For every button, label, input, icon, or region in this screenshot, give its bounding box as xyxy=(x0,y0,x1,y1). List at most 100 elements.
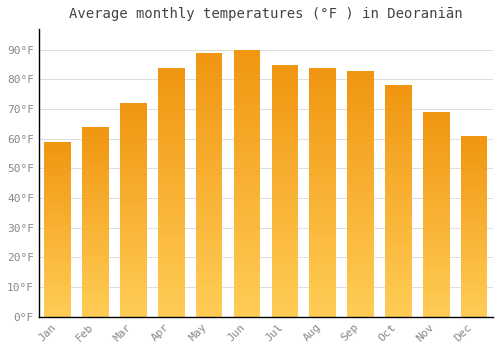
Bar xyxy=(385,296,411,300)
Bar xyxy=(348,252,374,255)
Bar xyxy=(234,237,260,240)
Bar xyxy=(196,284,222,287)
Bar xyxy=(272,112,298,115)
Bar xyxy=(423,161,450,163)
Bar xyxy=(120,199,146,202)
Bar xyxy=(82,153,109,155)
Bar xyxy=(44,301,71,304)
Bar xyxy=(196,211,222,215)
Bar xyxy=(82,241,109,243)
Bar xyxy=(310,289,336,292)
Bar xyxy=(348,150,374,154)
Bar xyxy=(82,139,109,141)
Bar xyxy=(423,112,450,115)
Bar xyxy=(348,138,374,141)
Bar xyxy=(385,111,411,114)
Bar xyxy=(82,170,109,172)
Bar xyxy=(44,308,71,310)
Bar xyxy=(234,264,260,267)
Bar xyxy=(120,258,146,261)
Bar xyxy=(44,186,71,188)
Bar xyxy=(196,247,222,251)
Bar xyxy=(348,104,374,107)
Bar xyxy=(348,92,374,95)
Bar xyxy=(44,234,71,236)
Bar xyxy=(44,225,71,227)
Bar xyxy=(196,294,222,297)
Bar xyxy=(272,84,298,87)
Bar xyxy=(196,280,222,284)
Bar xyxy=(385,236,411,239)
Bar xyxy=(44,168,71,170)
Bar xyxy=(310,198,336,202)
Bar xyxy=(234,293,260,297)
Bar xyxy=(272,247,298,251)
Bar xyxy=(461,190,487,192)
Bar xyxy=(120,149,146,151)
Bar xyxy=(461,235,487,238)
Bar xyxy=(196,251,222,254)
Bar xyxy=(423,232,450,235)
Bar xyxy=(234,56,260,60)
Bar xyxy=(158,310,184,314)
Bar xyxy=(234,113,260,117)
Bar xyxy=(196,241,222,244)
Bar xyxy=(82,215,109,217)
Bar xyxy=(385,262,411,265)
Bar xyxy=(348,265,374,267)
Bar xyxy=(272,251,298,254)
Bar xyxy=(82,310,109,312)
Bar xyxy=(158,164,184,167)
Bar xyxy=(310,205,336,208)
Bar xyxy=(348,301,374,304)
Bar xyxy=(461,278,487,281)
Bar xyxy=(196,96,222,99)
Bar xyxy=(234,243,260,247)
Bar xyxy=(158,295,184,298)
Bar xyxy=(234,203,260,206)
Bar xyxy=(461,292,487,294)
Bar xyxy=(234,163,260,167)
Bar xyxy=(461,247,487,249)
Bar xyxy=(348,123,374,126)
Bar xyxy=(461,233,487,235)
Bar xyxy=(44,203,71,205)
Bar xyxy=(310,195,336,198)
Bar xyxy=(385,155,411,158)
Bar xyxy=(348,206,374,209)
Bar xyxy=(310,267,336,270)
Bar xyxy=(423,135,450,138)
Bar xyxy=(196,60,222,63)
Bar xyxy=(120,191,146,194)
Bar xyxy=(158,74,184,77)
Bar xyxy=(423,215,450,217)
Bar xyxy=(461,168,487,170)
Bar xyxy=(348,203,374,206)
Bar xyxy=(44,315,71,317)
Bar xyxy=(423,115,450,117)
Bar xyxy=(310,230,336,233)
Bar xyxy=(310,161,336,164)
Bar xyxy=(234,97,260,100)
Bar xyxy=(385,152,411,155)
Bar xyxy=(272,222,298,225)
Bar xyxy=(158,89,184,92)
Bar xyxy=(385,288,411,291)
Bar xyxy=(423,312,450,314)
Bar xyxy=(44,229,71,231)
Bar xyxy=(82,141,109,144)
Bar xyxy=(461,231,487,233)
Bar xyxy=(310,261,336,264)
Bar xyxy=(196,99,222,102)
Bar xyxy=(461,206,487,208)
Bar xyxy=(272,144,298,147)
Bar xyxy=(44,175,71,177)
Bar xyxy=(44,304,71,306)
Bar xyxy=(272,106,298,109)
Bar xyxy=(44,170,71,173)
Bar xyxy=(310,226,336,230)
Bar xyxy=(44,280,71,282)
Bar xyxy=(44,290,71,293)
Bar xyxy=(423,176,450,178)
Bar xyxy=(234,260,260,264)
